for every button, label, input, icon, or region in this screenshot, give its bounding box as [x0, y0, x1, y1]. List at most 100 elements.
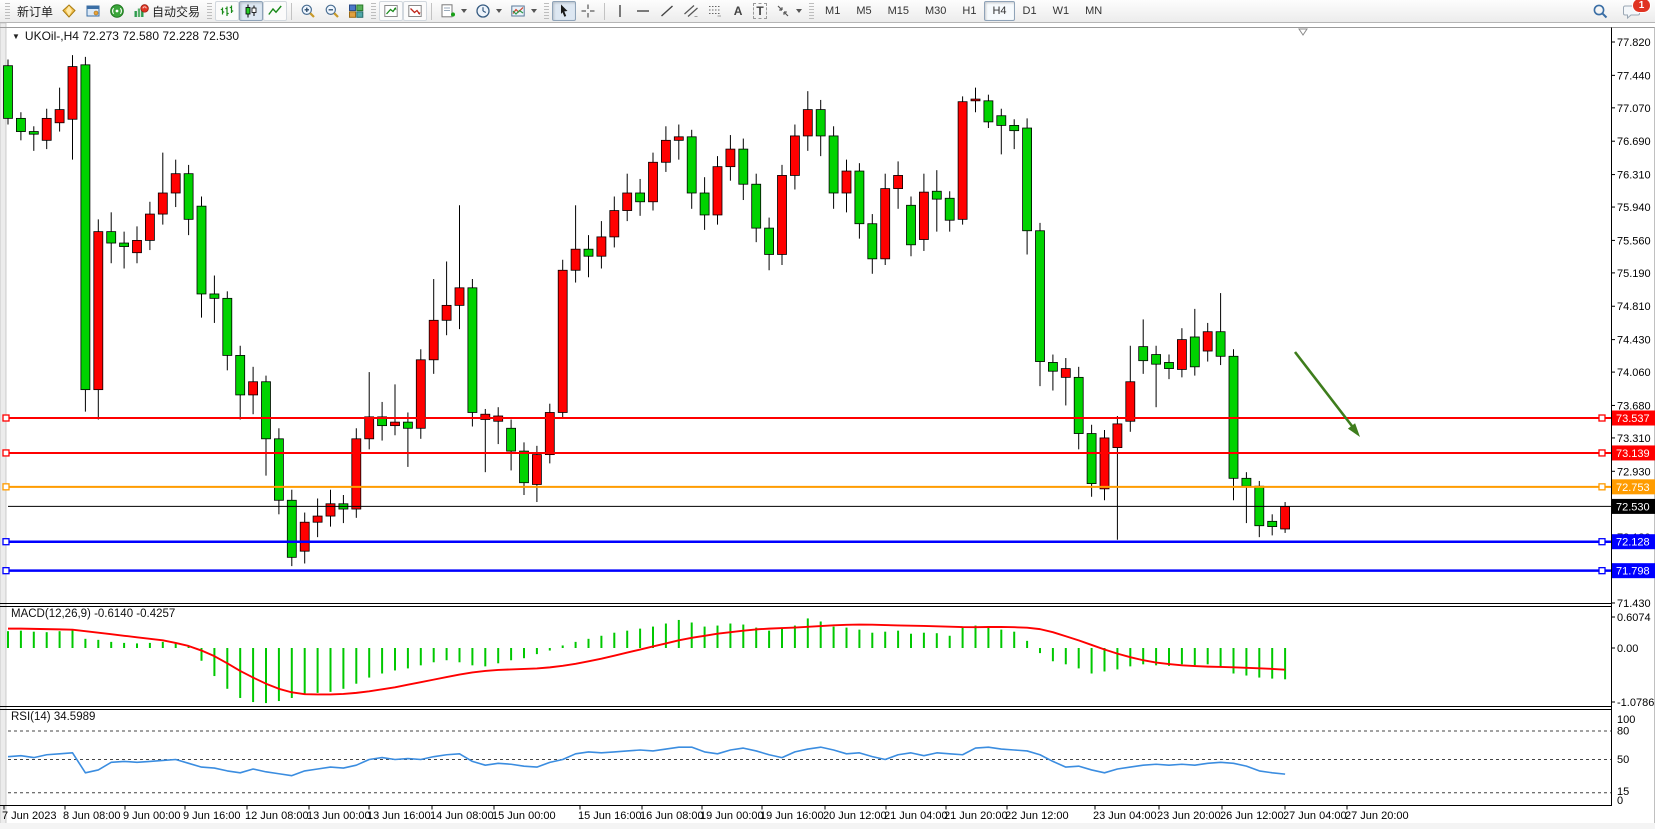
candle — [364, 416, 375, 440]
timeframe-m30[interactable]: M30 — [925, 5, 947, 17]
line-handle[interactable] — [2, 483, 10, 491]
line-handle[interactable] — [2, 414, 10, 422]
chart-window[interactable]: 77.820 77.440 77.070 76.690 76.310 75.940 75.5… — [0, 23, 1655, 829]
toolbar-grip[interactable] — [809, 3, 815, 19]
horizontal-line-tool[interactable] — [631, 1, 655, 21]
line-handle[interactable] — [1598, 483, 1606, 491]
indicator-windows-button[interactable] — [403, 1, 428, 21]
price-badge — [1612, 445, 1655, 461]
line-handle[interactable] — [1598, 567, 1606, 575]
line-handle[interactable] — [1598, 414, 1606, 422]
new-chart-button[interactable] — [436, 1, 471, 21]
candle — [738, 148, 749, 185]
bar-chart-button[interactable] — [215, 1, 240, 21]
vertical-line-tool[interactable] — [609, 1, 631, 21]
annotation-arrow-head[interactable] — [1347, 423, 1360, 437]
search-button[interactable] — [1588, 1, 1613, 21]
chevron-down-icon — [461, 9, 468, 13]
date-label: 19 Jun 00:00 — [700, 810, 764, 822]
timeframe-m1[interactable]: M1 — [825, 5, 841, 17]
trendline-tool[interactable] — [655, 1, 679, 21]
autotrade-button[interactable]: 自动交易 — [129, 1, 204, 21]
price-tick-label: 74.810 — [1617, 301, 1651, 313]
price-tick-label: 77.820 — [1617, 37, 1651, 49]
candle — [893, 175, 903, 190]
price-tick-label: 77.070 — [1617, 103, 1651, 115]
rsi-axis-label: 100 — [1617, 714, 1635, 726]
date-label: 16 Jun 08:00 — [640, 810, 704, 822]
price-tick-label: 75.560 — [1617, 235, 1651, 247]
market-watch-button[interactable] — [57, 1, 81, 21]
notification-badge: 1 — [1632, 0, 1651, 13]
window-icon — [85, 3, 101, 19]
timeframe-m15[interactable]: M15 — [887, 5, 909, 17]
data-window-button[interactable] — [81, 1, 105, 21]
zoom-out-button[interactable] — [320, 1, 344, 21]
toolbar-grip[interactable] — [5, 3, 10, 19]
new-order-label: 新订单 — [17, 4, 54, 19]
zoom-out-icon — [324, 3, 340, 19]
price-badge-label: 73.537 — [1616, 413, 1650, 425]
text-tool[interactable]: A — [727, 1, 749, 21]
line-chart-button[interactable] — [263, 1, 288, 21]
chevron-down-icon — [531, 9, 538, 13]
date-label: 7 Jun 2023 — [2, 810, 56, 822]
candle — [106, 231, 117, 244]
candle — [1177, 339, 1187, 370]
toolbar-grip[interactable] — [371, 3, 377, 19]
cursor-button[interactable] — [552, 1, 577, 21]
price-tick-label: 76.310 — [1617, 170, 1651, 182]
signals-button[interactable] — [105, 1, 129, 21]
candle — [648, 161, 658, 203]
notifications-button[interactable]: 1 — [1619, 0, 1651, 21]
indicators-button[interactable] — [379, 1, 404, 21]
periods-button[interactable] — [471, 1, 506, 21]
candle-chart-button[interactable] — [239, 1, 264, 21]
toolbar-grip[interactable] — [207, 3, 213, 19]
channel-icon — [683, 3, 699, 19]
line-handle[interactable] — [1598, 538, 1606, 546]
arrows-tool[interactable] — [771, 1, 806, 21]
line-handle[interactable] — [2, 538, 10, 546]
text-label-tool[interactable]: T — [749, 1, 771, 21]
channel-tool[interactable] — [679, 1, 703, 21]
templates-button[interactable] — [506, 1, 541, 21]
candle — [286, 499, 297, 558]
timeframe-d1[interactable]: D1 — [1022, 5, 1037, 17]
trendline-icon — [659, 3, 675, 19]
new-order-button[interactable]: 新订单 — [13, 1, 57, 21]
date-label: 21 Jun 04:00 — [884, 810, 948, 822]
candle — [906, 204, 916, 246]
timeframe-h4[interactable]: H4 — [984, 1, 1015, 21]
candle — [312, 515, 323, 523]
timeframe-m5[interactable]: M5 — [856, 5, 872, 17]
collapse-icon[interactable]: ▼ — [12, 32, 20, 41]
timeframe-w1[interactable]: W1 — [1052, 5, 1070, 17]
price-tick-label: 75.190 — [1617, 268, 1651, 280]
line-handle[interactable] — [2, 567, 10, 575]
toolbar-right-group: 1 — [1588, 0, 1651, 21]
toolbar-grip[interactable] — [544, 3, 550, 19]
chart-canvas[interactable]: 77.820 77.440 77.070 76.690 76.310 75.940 75.5… — [0, 23, 1655, 829]
candlestick-icon — [243, 3, 259, 19]
price-axis: 77.820 77.440 77.070 76.690 76.310 75.940 75.5… — [1611, 37, 1651, 610]
rsi-axis-label: 50 — [1617, 754, 1629, 766]
candle — [519, 450, 529, 484]
candle — [428, 319, 439, 361]
candle — [248, 381, 259, 396]
candle — [1022, 127, 1032, 232]
zoom-in-button[interactable] — [296, 1, 320, 21]
price-badge-label: 73.139 — [1616, 448, 1650, 460]
timeframe-mn[interactable]: MN — [1085, 5, 1103, 17]
fibonacci-tool[interactable] — [703, 1, 727, 21]
line-handle[interactable] — [1598, 449, 1606, 457]
crosshair-button[interactable] — [576, 1, 600, 21]
line-handle[interactable] — [2, 449, 10, 457]
annotation-arrow[interactable] — [1293, 351, 1354, 427]
price-tick-label: 74.430 — [1617, 335, 1651, 347]
tile-windows-button[interactable] — [344, 1, 368, 21]
candle — [480, 413, 491, 420]
rsi-indicator-label: RSI(14) 34.5989 — [11, 711, 96, 723]
candle — [3, 65, 13, 119]
timeframe-h1[interactable]: H1 — [962, 5, 977, 17]
